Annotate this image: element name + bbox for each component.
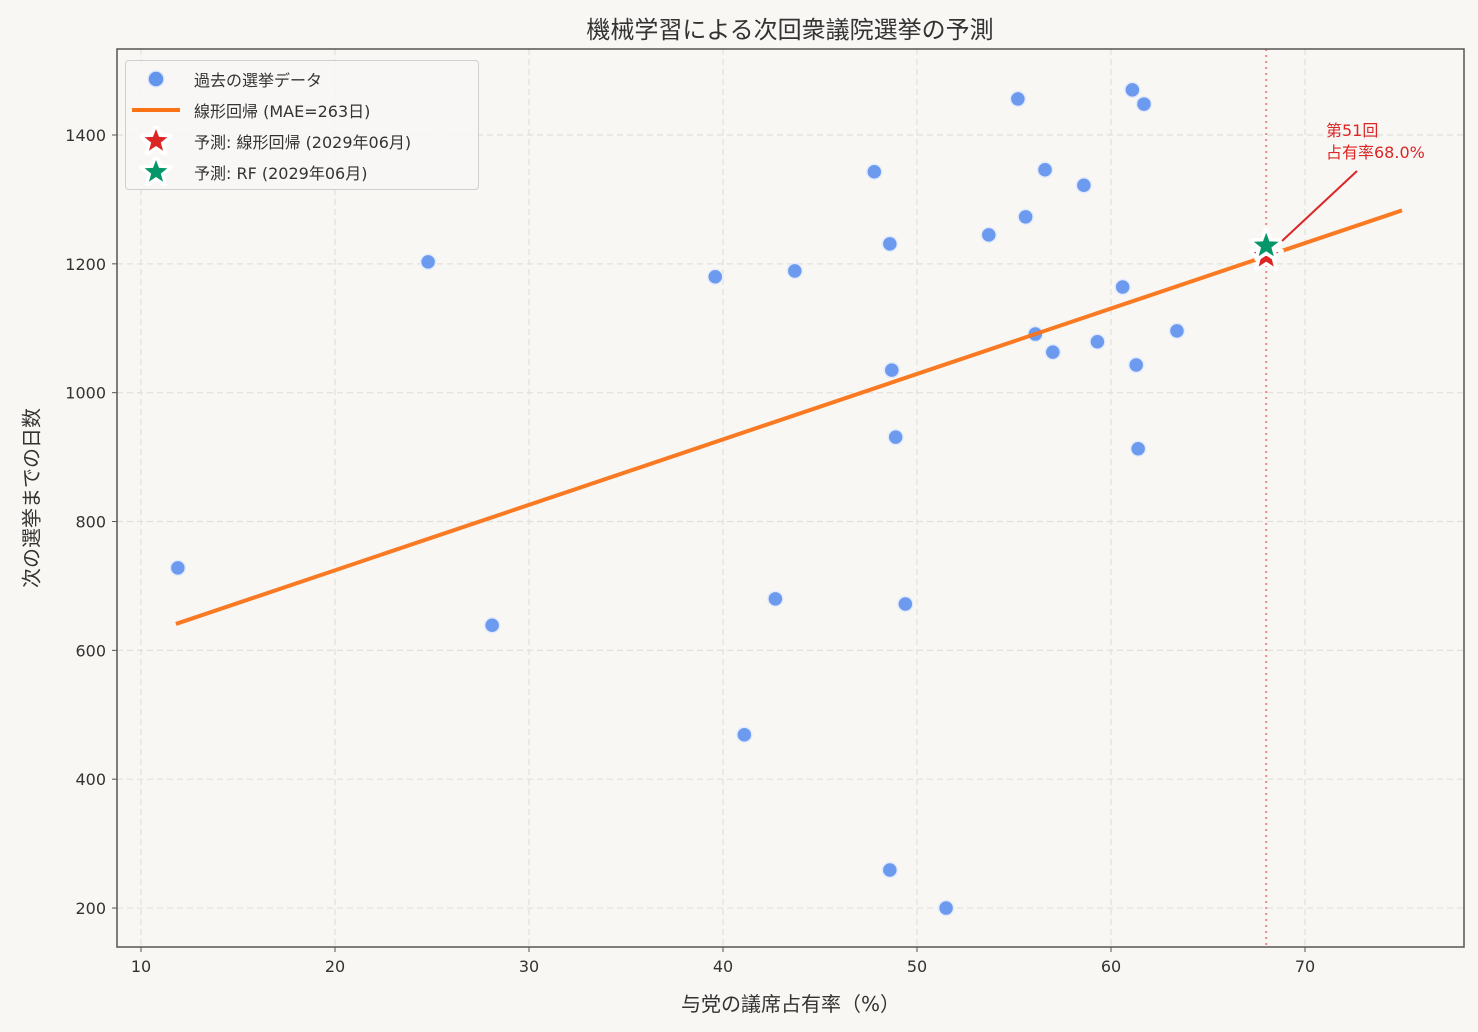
data-point (881, 235, 899, 253)
data-point (1129, 440, 1147, 457)
axis-ticks: 10 20 30 40 50 60 70 200 400 600 800 1000 1200 1400 (65, 126, 1315, 976)
star-green-icon (139, 154, 173, 187)
prediction-annotation: 第51回 占有率68.0% (1326, 121, 1425, 162)
regression-line (175, 208, 1403, 626)
y-axis-label: 次の選挙までの日数 (19, 408, 44, 588)
y-tick-label: 400 (75, 770, 106, 789)
x-axis-label: 与党の議席占有率（%） (680, 992, 900, 1016)
data-point (937, 899, 955, 917)
star-red-icon (139, 123, 173, 156)
data-point (883, 361, 901, 379)
x-tick-label: 40 (713, 957, 733, 976)
x-tick-label: 20 (325, 957, 345, 976)
x-tick-label: 30 (519, 957, 539, 976)
data-point (1044, 343, 1062, 361)
scatter-points (169, 81, 1186, 917)
y-tick-label: 1200 (65, 255, 106, 274)
y-tick-label: 1000 (65, 384, 106, 403)
data-point (1127, 356, 1145, 374)
data-point (169, 559, 187, 577)
axes-frame (116, 48, 1465, 948)
data-point (1135, 95, 1153, 113)
data-point (1036, 161, 1054, 179)
data-point (980, 226, 998, 244)
legend-item-regression: 線形回帰 (MAE=263日) (132, 102, 371, 121)
prediction-stars (1248, 227, 1284, 272)
y-tick-label: 600 (75, 641, 106, 660)
x-tick-label: 60 (1101, 957, 1121, 976)
data-point (1114, 278, 1131, 296)
data-point (419, 253, 437, 271)
data-point (706, 268, 724, 285)
data-point (1168, 322, 1186, 340)
data-point (1075, 176, 1093, 194)
data-point (736, 726, 753, 744)
legend-item-pred-lr: 予測: 線形回帰 (2029年06月) (126, 123, 411, 156)
y-tick-label: 1400 (65, 126, 106, 145)
data-point (1009, 90, 1027, 108)
x-tick-label: 10 (131, 957, 151, 976)
x-tick-label: 50 (907, 957, 927, 976)
legend: 過去の選挙データ 線形回帰 (MAE=263日) 予測: 線形回帰 (2029年… (125, 60, 479, 190)
chart-title: 機械学習による次回衆議院選挙の予測 (586, 16, 994, 44)
x-tick-label: 70 (1295, 957, 1315, 976)
legend-item-history: 過去の選挙データ (126, 64, 322, 94)
circle-marker-icon (147, 70, 165, 88)
data-point (1017, 208, 1034, 226)
data-point (483, 616, 501, 634)
data-point (881, 861, 899, 879)
data-point (767, 590, 784, 608)
data-point (897, 595, 914, 613)
data-point (866, 163, 883, 180)
y-tick-label: 800 (75, 513, 106, 532)
prediction-star-rf (1253, 232, 1279, 257)
legend-item-pred-rf: 予測: RF (2029年06月) (126, 154, 367, 187)
annotation-arrow (1281, 170, 1358, 242)
data-point (887, 428, 904, 446)
y-tick-label: 200 (75, 899, 106, 918)
data-point (786, 262, 804, 280)
data-point (1124, 81, 1141, 99)
data-point (1089, 333, 1106, 351)
